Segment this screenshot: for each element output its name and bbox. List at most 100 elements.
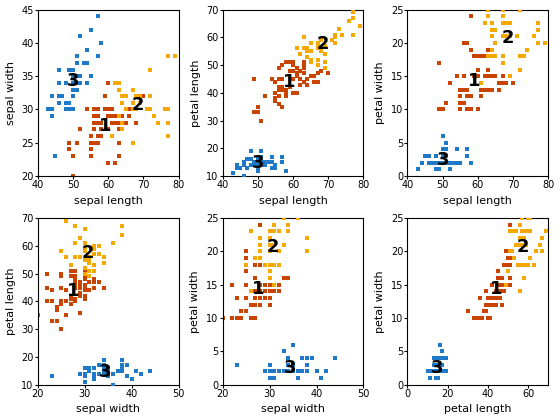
Point <box>312 368 321 375</box>
Point <box>108 133 116 139</box>
Point <box>71 276 80 283</box>
Point <box>288 76 297 82</box>
Point <box>232 164 241 171</box>
Point <box>58 93 67 100</box>
Point <box>114 86 123 93</box>
Point <box>278 76 287 82</box>
Point <box>83 79 92 86</box>
Point <box>268 164 277 171</box>
Point <box>108 106 116 113</box>
Point <box>54 100 63 106</box>
Point <box>441 368 450 375</box>
Point <box>493 295 502 302</box>
Point <box>505 19 514 26</box>
Point <box>253 156 262 163</box>
Point <box>250 162 259 168</box>
Point <box>113 368 122 374</box>
Point <box>496 295 505 302</box>
Point <box>435 355 444 362</box>
Point <box>265 235 274 242</box>
Point <box>265 281 274 288</box>
Point <box>80 295 89 302</box>
Point <box>484 66 493 73</box>
Point <box>241 281 250 288</box>
Point <box>80 240 89 247</box>
Point <box>428 160 437 166</box>
Point <box>516 261 525 268</box>
Point <box>431 368 440 375</box>
Point <box>80 284 89 291</box>
Point <box>90 276 99 283</box>
Point <box>227 281 236 288</box>
Point <box>538 235 547 242</box>
Point <box>251 255 260 262</box>
Point <box>43 270 52 277</box>
Point <box>251 275 260 281</box>
Point <box>530 261 539 268</box>
Point <box>80 248 89 255</box>
Point <box>71 281 80 288</box>
Point <box>496 288 505 295</box>
Point <box>253 167 262 174</box>
Point <box>431 368 440 375</box>
Point <box>498 19 507 26</box>
Point <box>253 162 262 168</box>
Point <box>90 284 99 291</box>
Point <box>251 288 260 295</box>
Point <box>493 281 502 288</box>
Point <box>469 315 478 321</box>
Point <box>241 255 250 262</box>
Point <box>228 170 237 177</box>
Point <box>270 368 279 375</box>
Point <box>288 341 297 348</box>
Point <box>292 89 301 96</box>
Point <box>493 275 502 281</box>
Point <box>97 126 106 133</box>
Point <box>431 361 440 368</box>
Point <box>62 254 71 260</box>
Point <box>488 295 497 302</box>
Point <box>239 162 248 168</box>
Point <box>114 126 123 133</box>
Point <box>284 221 293 228</box>
Point <box>108 106 116 113</box>
Point <box>491 39 500 46</box>
Text: 1: 1 <box>251 280 264 298</box>
Point <box>260 162 269 168</box>
Point <box>488 302 497 308</box>
Point <box>227 281 236 288</box>
Point <box>502 281 511 288</box>
Point <box>442 153 451 160</box>
Text: 1: 1 <box>99 117 111 135</box>
Point <box>68 173 77 179</box>
Point <box>80 293 89 299</box>
Point <box>452 146 461 153</box>
Point <box>507 248 516 255</box>
Point <box>302 235 311 242</box>
Point <box>265 375 274 381</box>
Point <box>48 373 57 380</box>
Point <box>241 295 250 302</box>
Point <box>498 13 507 20</box>
Point <box>431 375 440 381</box>
Point <box>473 53 482 60</box>
Point <box>237 315 246 321</box>
Point <box>66 273 75 280</box>
Point <box>97 126 106 133</box>
Point <box>533 26 542 33</box>
Point <box>93 119 102 126</box>
Point <box>265 241 274 248</box>
Point <box>164 106 172 113</box>
Text: 2: 2 <box>517 238 529 256</box>
Point <box>442 100 451 106</box>
Point <box>438 106 447 113</box>
Point <box>438 160 447 166</box>
Point <box>260 159 269 165</box>
Point <box>424 153 433 160</box>
Point <box>80 293 89 299</box>
Point <box>118 357 127 363</box>
Point <box>456 100 465 106</box>
Point <box>85 368 94 374</box>
Point <box>486 295 494 302</box>
Point <box>83 46 92 53</box>
